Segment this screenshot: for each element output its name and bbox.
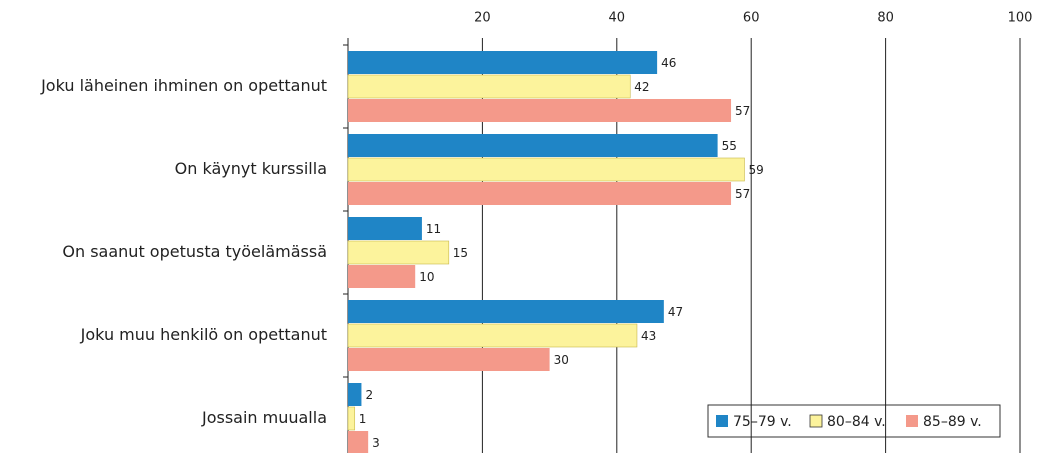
bar [347, 240, 450, 265]
data-label: 47 [668, 305, 683, 319]
data-label: 46 [661, 56, 676, 70]
legend-label: 85–89 v. [923, 414, 982, 430]
data-label: 30 [554, 353, 569, 367]
legend-label: 80–84 v. [827, 414, 886, 430]
x-tick-label: 80 [877, 11, 894, 26]
bar [348, 300, 664, 323]
data-label: 57 [735, 187, 750, 201]
data-label: 59 [748, 163, 763, 177]
legend-swatch [716, 415, 728, 427]
data-label: 1 [359, 412, 367, 426]
data-label: 43 [641, 329, 656, 343]
legend-swatch [809, 414, 823, 428]
x-tick-label: 40 [609, 11, 626, 26]
data-label: 3 [372, 436, 380, 450]
legend-swatch [906, 415, 918, 427]
legend-box [707, 404, 1001, 438]
bar [347, 74, 631, 99]
bar [348, 134, 718, 157]
bar [348, 383, 362, 406]
data-label: 10 [419, 270, 434, 284]
data-label: 57 [735, 104, 750, 118]
data-label: 55 [722, 139, 737, 153]
category-label: Joku läheinen ihminen on opettanut [40, 76, 327, 95]
category-label: Joku muu henkilö on opettanut [80, 325, 327, 344]
bar [347, 406, 356, 431]
data-label: 15 [453, 246, 468, 260]
legend-label: 75–79 v. [733, 414, 792, 430]
x-tick-label: 20 [474, 11, 491, 26]
category-label: On käynyt kurssilla [175, 159, 327, 178]
bar [347, 157, 745, 182]
bar [348, 182, 732, 205]
bar [348, 348, 550, 371]
data-label: 2 [365, 388, 373, 402]
bar [348, 51, 658, 74]
bar [348, 217, 422, 240]
x-tick-label: 60 [743, 11, 760, 26]
category-label: On saanut opetusta työelämässä [62, 242, 327, 261]
data-label: 11 [426, 222, 441, 236]
data-label: 42 [634, 80, 649, 94]
category-label: Jossain muualla [201, 408, 327, 427]
x-tick-label: 100 [1008, 11, 1033, 26]
bar [348, 99, 732, 122]
bar [348, 431, 369, 453]
bar [347, 323, 638, 348]
bar [348, 265, 416, 288]
